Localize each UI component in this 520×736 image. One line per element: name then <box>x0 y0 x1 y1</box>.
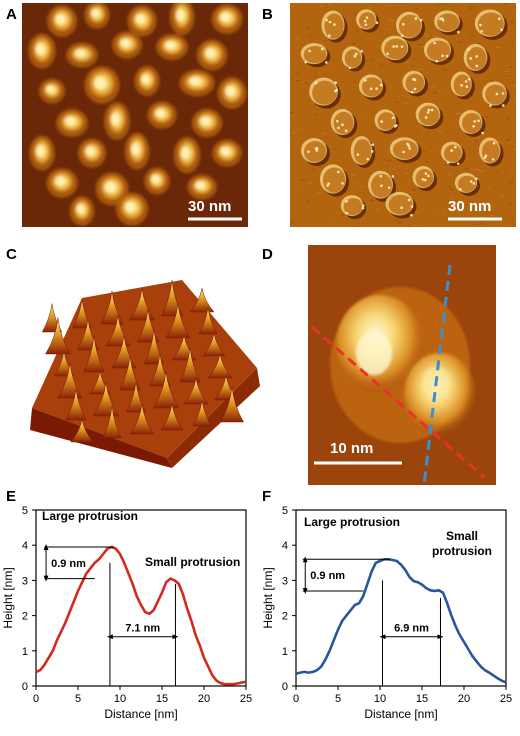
x-tick-label: 20 <box>458 693 470 705</box>
height-profile-line <box>295 558 507 684</box>
surface-peak <box>83 336 105 373</box>
x-axis-label: Distance [nm] <box>364 707 437 721</box>
x-axis-label: Distance [nm] <box>104 707 177 721</box>
y-tick-label: 3 <box>282 575 288 587</box>
height-diff-label: 0.9 nm <box>51 558 86 570</box>
x-tick-label: 25 <box>500 693 512 705</box>
surface-peak <box>160 403 184 431</box>
surface-peak <box>179 347 201 383</box>
surface-peak <box>220 386 244 423</box>
x-tick-label: 20 <box>198 693 210 705</box>
y-tick-label: 1 <box>22 646 28 658</box>
surface-peak <box>144 329 164 365</box>
y-tick-label: 2 <box>22 611 28 623</box>
surface-peak <box>183 378 209 405</box>
surface-peak <box>126 382 146 413</box>
afm-amplitude-image: 30 nm <box>290 3 516 227</box>
x-tick-label: 15 <box>156 693 168 705</box>
large-protrusion-label: Large protrusion <box>304 515 400 529</box>
surface-peak <box>198 307 218 335</box>
surface-peak <box>152 371 180 409</box>
height-profile-line <box>35 545 247 686</box>
y-tick-label: 1 <box>282 646 288 658</box>
scale-bar-b-label: 30 nm <box>448 198 491 215</box>
profile-line-red <box>311 325 485 479</box>
plot-frame <box>295 509 507 687</box>
small-protrusion-label-2: protrusion <box>432 544 492 558</box>
surface-peak <box>100 290 124 325</box>
y-tick-label: 5 <box>22 505 28 517</box>
y-axis-label: Height [nm] <box>1 567 15 628</box>
surface-peak <box>102 406 122 439</box>
distance-label: 6.9 nm <box>394 623 429 635</box>
panel-label-c: C <box>6 246 17 263</box>
plot-frame <box>35 509 247 687</box>
afm-height-image: 30 nm <box>22 3 248 227</box>
surface-peak <box>92 382 120 417</box>
x-tick-label: 0 <box>33 693 39 705</box>
x-tick-label: 25 <box>240 693 252 705</box>
x-tick-label: 0 <box>293 693 299 705</box>
surface-peak <box>202 333 226 357</box>
y-tick-label: 4 <box>22 540 28 552</box>
surface-peak <box>165 303 191 339</box>
afm-single-particle: 10 nm <box>308 245 496 485</box>
surface-peak <box>207 354 233 379</box>
surface-peak <box>189 288 215 313</box>
surface-peak <box>129 404 155 435</box>
afm-3d-surface <box>22 258 262 468</box>
small-protrusion-label: Small protrusion <box>145 555 240 569</box>
x-tick-label: 15 <box>416 693 428 705</box>
y-tick-label: 5 <box>282 505 288 517</box>
y-tick-label: 2 <box>282 611 288 623</box>
height-profile-chart-f: 0 5 10 15 20 25 0 1 2 3 4 5 Distance [nm] Height [nm]… <box>260 500 520 736</box>
panel-label-f: F <box>262 488 272 505</box>
scale-bar-a-label: 30 nm <box>188 198 231 215</box>
surface-peak <box>45 317 71 355</box>
small-protrusion-label: Small <box>446 529 478 543</box>
distance-label: 7.1 nm <box>125 623 160 635</box>
surface-peak <box>192 400 212 427</box>
panel-label-a: A <box>6 6 17 23</box>
surface-peak <box>119 355 141 391</box>
y-tick-label: 0 <box>282 681 288 693</box>
height-profile-chart-e: 0 5 10 15 20 25 0 1 2 3 4 5 Distance [nm] Height [nm]… <box>0 500 260 736</box>
x-tick-label: 10 <box>114 693 126 705</box>
y-tick-label: 0 <box>22 681 28 693</box>
surface-peak <box>65 389 87 421</box>
y-axis-label: Height [nm] <box>261 567 275 628</box>
large-protrusion-label: Large protrusion <box>42 509 138 523</box>
x-tick-label: 5 <box>335 693 341 705</box>
x-tick-label: 10 <box>374 693 386 705</box>
panel-label-e: E <box>6 488 17 505</box>
height-diff-label: 0.9 nm <box>310 570 345 582</box>
panel-label-b: B <box>262 6 273 23</box>
profile-line-blue <box>422 264 452 485</box>
y-tick-label: 4 <box>282 540 288 552</box>
x-tick-label: 5 <box>75 693 81 705</box>
scale-bar-d-label: 10 nm <box>330 440 373 457</box>
surface-peak <box>70 419 94 443</box>
panel-label-d: D <box>262 246 273 263</box>
y-tick-label: 3 <box>22 575 28 587</box>
